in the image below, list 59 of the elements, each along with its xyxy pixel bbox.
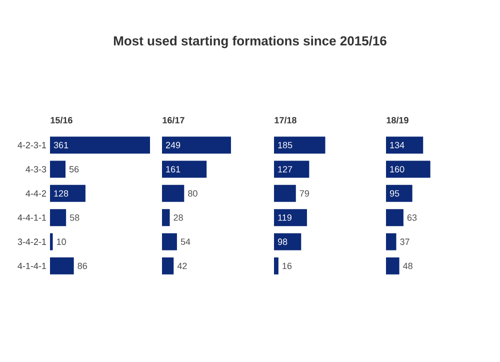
data-label: 249	[166, 142, 180, 148]
y-tick-label: 4-1-4-1	[18, 262, 46, 270]
bar	[162, 233, 177, 250]
bar	[162, 209, 170, 226]
bar	[274, 233, 302, 250]
bar	[50, 233, 53, 250]
data-label: 58	[70, 214, 80, 221]
bar	[162, 160, 207, 178]
bar	[50, 257, 74, 274]
y-tick-label: 4-4-2	[26, 190, 46, 197]
chart-subtitle: 17/18	[274, 116, 296, 124]
data-label: 119	[278, 214, 292, 221]
bar	[274, 209, 307, 226]
bar	[274, 184, 296, 202]
data-label: 48	[403, 262, 412, 270]
data-label: 80	[188, 190, 198, 197]
bar	[386, 160, 430, 178]
y-tick-label: 4-3-3	[26, 166, 46, 172]
data-label: 161	[166, 166, 180, 172]
data-label: 127	[278, 166, 292, 172]
data-label: 63	[407, 214, 417, 221]
bar	[274, 257, 278, 274]
data-label: 37	[400, 238, 410, 245]
data-label: 98	[278, 238, 288, 245]
bar	[162, 184, 184, 202]
text: Most used starting formations since 2015/16	[114, 36, 386, 48]
bar	[274, 160, 310, 178]
chart-subtitle: 16/17	[162, 116, 184, 124]
data-label: 95	[390, 190, 400, 197]
bar	[162, 136, 231, 154]
data-label: 10	[56, 238, 66, 245]
data-label: 79	[300, 190, 310, 197]
data-label: 28	[174, 214, 183, 221]
chart-subtitle: 18/19	[386, 116, 408, 124]
bar	[50, 209, 66, 226]
bar	[50, 184, 86, 202]
y-tick-label: 4-4-1-1	[18, 214, 46, 221]
bar	[386, 233, 396, 250]
data-label: 185	[278, 142, 292, 148]
chart-subtitle: 15/16	[50, 116, 72, 124]
bar	[386, 209, 404, 226]
data-label: 42	[177, 262, 187, 270]
bar	[50, 136, 150, 154]
data-label: 134	[390, 142, 404, 148]
data-label: 16	[282, 262, 292, 270]
bar	[386, 136, 424, 154]
data-label: 54	[180, 238, 190, 245]
bar	[50, 160, 66, 178]
data-label: 361	[54, 142, 68, 148]
bar	[386, 184, 412, 202]
y-tick-label: 4-2-3-1	[18, 142, 46, 148]
data-label: 160	[390, 166, 404, 172]
bar	[386, 257, 400, 274]
data-label: 128	[54, 190, 68, 197]
bar	[274, 136, 326, 154]
bar	[162, 257, 174, 274]
y-tick-label: 3-4-2-1	[18, 238, 46, 245]
data-label: 86	[78, 262, 87, 270]
data-label: 56	[69, 166, 79, 172]
